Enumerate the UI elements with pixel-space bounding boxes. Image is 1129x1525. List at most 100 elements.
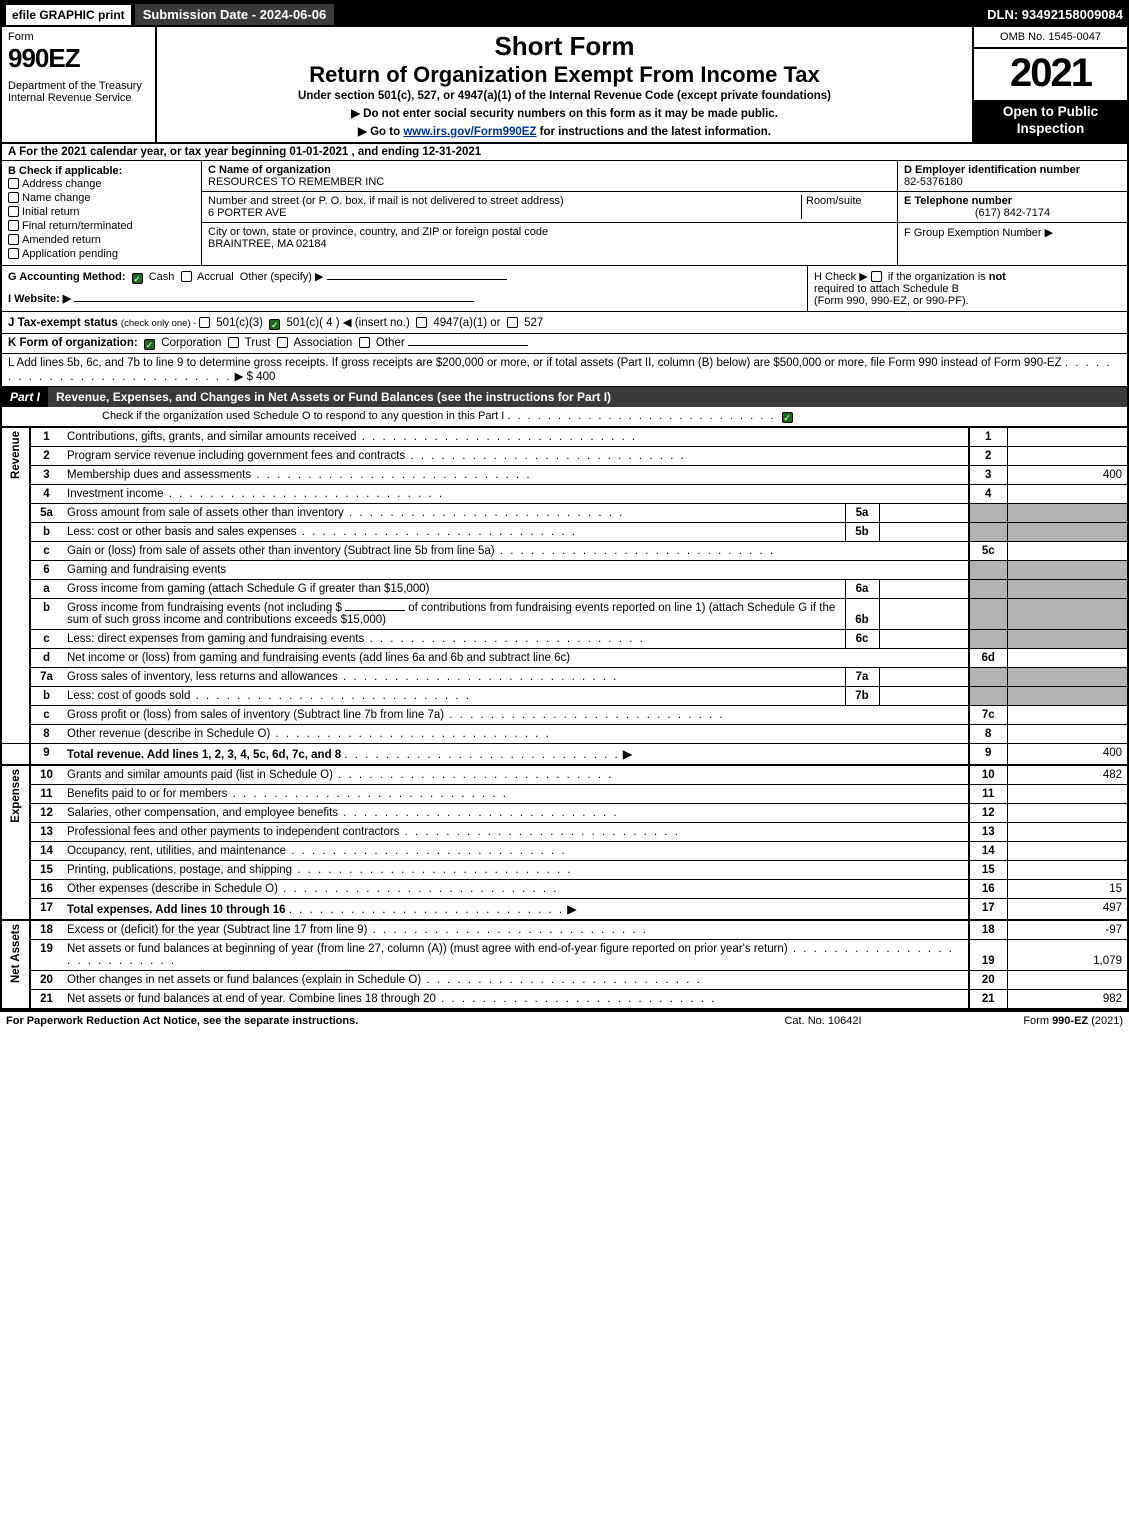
line-3-desc: Membership dues and assessments <box>67 469 532 481</box>
line-2-desc: Program service revenue including govern… <box>67 450 686 462</box>
line-5b-sv <box>879 523 969 542</box>
opt-4947: 4947(a)(1) or <box>433 317 500 329</box>
check-corporation[interactable]: ✓ <box>144 339 155 350</box>
opt-accrual: Accrual <box>197 271 234 283</box>
line-4-val <box>1007 485 1127 504</box>
opt-amended: Amended return <box>22 234 101 246</box>
h-line3: (Form 990, 990-EZ, or 990-PF). <box>814 295 969 307</box>
city-label: City or town, state or province, country… <box>208 226 891 238</box>
line-2-ncol: 2 <box>969 447 1007 466</box>
check-accrual[interactable] <box>181 271 192 282</box>
line-17-desc: Total expenses. Add lines 10 through 16 <box>67 904 286 916</box>
top-bar: efile GRAPHIC print Submission Date - 20… <box>2 2 1127 27</box>
line-5a-num: 5a <box>30 504 62 523</box>
line-21-num: 21 <box>30 990 62 1009</box>
street-label: Number and street (or P. O. box, if mail… <box>208 195 801 207</box>
line-3-ncol: 3 <box>969 466 1007 485</box>
line-6-desc: Gaming and fundraising events <box>62 561 969 580</box>
check-527[interactable] <box>507 317 518 328</box>
shaded-cell <box>1007 668 1127 687</box>
opt-other-specify: Other (specify) ▶ <box>240 271 324 283</box>
line-4-num: 4 <box>30 485 62 504</box>
shaded-cell <box>1007 580 1127 599</box>
check-cash[interactable]: ✓ <box>132 273 143 284</box>
line-13-ncol: 13 <box>969 823 1007 842</box>
check-association[interactable] <box>277 337 288 348</box>
revenue-section-label: Revenue <box>2 428 30 744</box>
open-public-badge: Open to Public Inspection <box>974 100 1127 142</box>
h-not: not <box>989 271 1006 283</box>
expenses-section-label: Expenses <box>2 765 30 920</box>
line-3-num: 3 <box>30 466 62 485</box>
shaded-cell <box>1007 504 1127 523</box>
c-name-label: C Name of organization <box>208 164 891 176</box>
line-20-ncol: 20 <box>969 971 1007 990</box>
check-initial-return[interactable] <box>8 206 19 217</box>
side-blank <box>2 744 30 766</box>
line-5a-sv <box>879 504 969 523</box>
opt-address: Address change <box>22 178 102 190</box>
line-8-num: 8 <box>30 725 62 744</box>
line-19-ncol: 19 <box>969 940 1007 971</box>
opt-501c3: 501(c)(3) <box>216 317 263 329</box>
opt-trust: Trust <box>245 337 271 349</box>
section-g-i: G Accounting Method: ✓ Cash Accrual Othe… <box>2 266 807 311</box>
dln: DLN: 93492158009084 <box>987 7 1123 22</box>
check-trust[interactable] <box>228 337 239 348</box>
row-a-tax-year: A For the 2021 calendar year, or tax yea… <box>2 144 1127 161</box>
section-def: D Employer identification number 82-5376… <box>897 161 1127 265</box>
part-i-label: Part I <box>2 387 48 407</box>
part-i-table: Revenue 1 Contributions, gifts, grants, … <box>2 427 1127 1008</box>
line-14-desc: Occupancy, rent, utilities, and maintena… <box>67 845 567 857</box>
line-3-val: 400 <box>1007 466 1127 485</box>
line-15-ncol: 15 <box>969 861 1007 880</box>
check-schedule-o[interactable]: ✓ <box>782 412 793 423</box>
opt-other: Other <box>376 337 405 349</box>
opt-name: Name change <box>22 192 91 204</box>
form-ref: Form 990-EZ (2021) <box>923 1015 1123 1027</box>
line-6a-num: a <box>30 580 62 599</box>
check-other-org[interactable] <box>359 337 370 348</box>
line-16-val: 15 <box>1007 880 1127 899</box>
check-h[interactable] <box>871 271 882 282</box>
check-4947[interactable] <box>416 317 427 328</box>
h-pre: H Check ▶ <box>814 271 871 283</box>
page-footer: For Paperwork Reduction Act Notice, see … <box>0 1010 1129 1030</box>
line-6a-desc: Gross income from gaming (attach Schedul… <box>62 580 845 599</box>
check-amended-return[interactable] <box>8 234 19 245</box>
check-name-change[interactable] <box>8 192 19 203</box>
line-10-ncol: 10 <box>969 765 1007 785</box>
section-l: L Add lines 5b, 6c, and 7b to line 9 to … <box>2 354 1127 387</box>
line-7a-sv <box>879 668 969 687</box>
dept-treasury: Department of the Treasury <box>8 80 149 92</box>
line-12-num: 12 <box>30 804 62 823</box>
i-website-label: I Website: ▶ <box>8 293 71 305</box>
line-17-ncol: 17 <box>969 899 1007 921</box>
opt-final: Final return/terminated <box>22 220 133 232</box>
shaded-cell <box>969 561 1007 580</box>
section-k: K Form of organization: ✓ Corporation Tr… <box>2 334 1127 354</box>
check-501c3[interactable] <box>199 317 210 328</box>
efile-label[interactable]: efile GRAPHIC print <box>6 5 131 25</box>
irs-label: Internal Revenue Service <box>8 92 149 104</box>
line-7c-ncol: 7c <box>969 706 1007 725</box>
room-suite-label: Room/suite <box>801 195 891 219</box>
line-6b-desc1: Gross income from fundraising events (no… <box>67 602 342 614</box>
line-6c-num: c <box>30 630 62 649</box>
irs-link[interactable]: www.irs.gov/Form990EZ <box>403 126 536 138</box>
check-501c4[interactable]: ✓ <box>269 319 280 330</box>
schedule-o-check-line: Check if the organization used Schedule … <box>2 407 1127 427</box>
shaded-cell <box>1007 523 1127 542</box>
line-1-num: 1 <box>30 428 62 447</box>
check-application-pending[interactable] <box>8 248 19 259</box>
shaded-cell <box>969 523 1007 542</box>
form-ref-pre: Form <box>1023 1015 1052 1027</box>
line-6-num: 6 <box>30 561 62 580</box>
line-7c-num: c <box>30 706 62 725</box>
check-address-change[interactable] <box>8 178 19 189</box>
shaded-cell <box>969 580 1007 599</box>
line-15-num: 15 <box>30 861 62 880</box>
org-name: RESOURCES TO REMEMBER INC <box>208 176 891 188</box>
check-final-return[interactable] <box>8 220 19 231</box>
line-12-val <box>1007 804 1127 823</box>
